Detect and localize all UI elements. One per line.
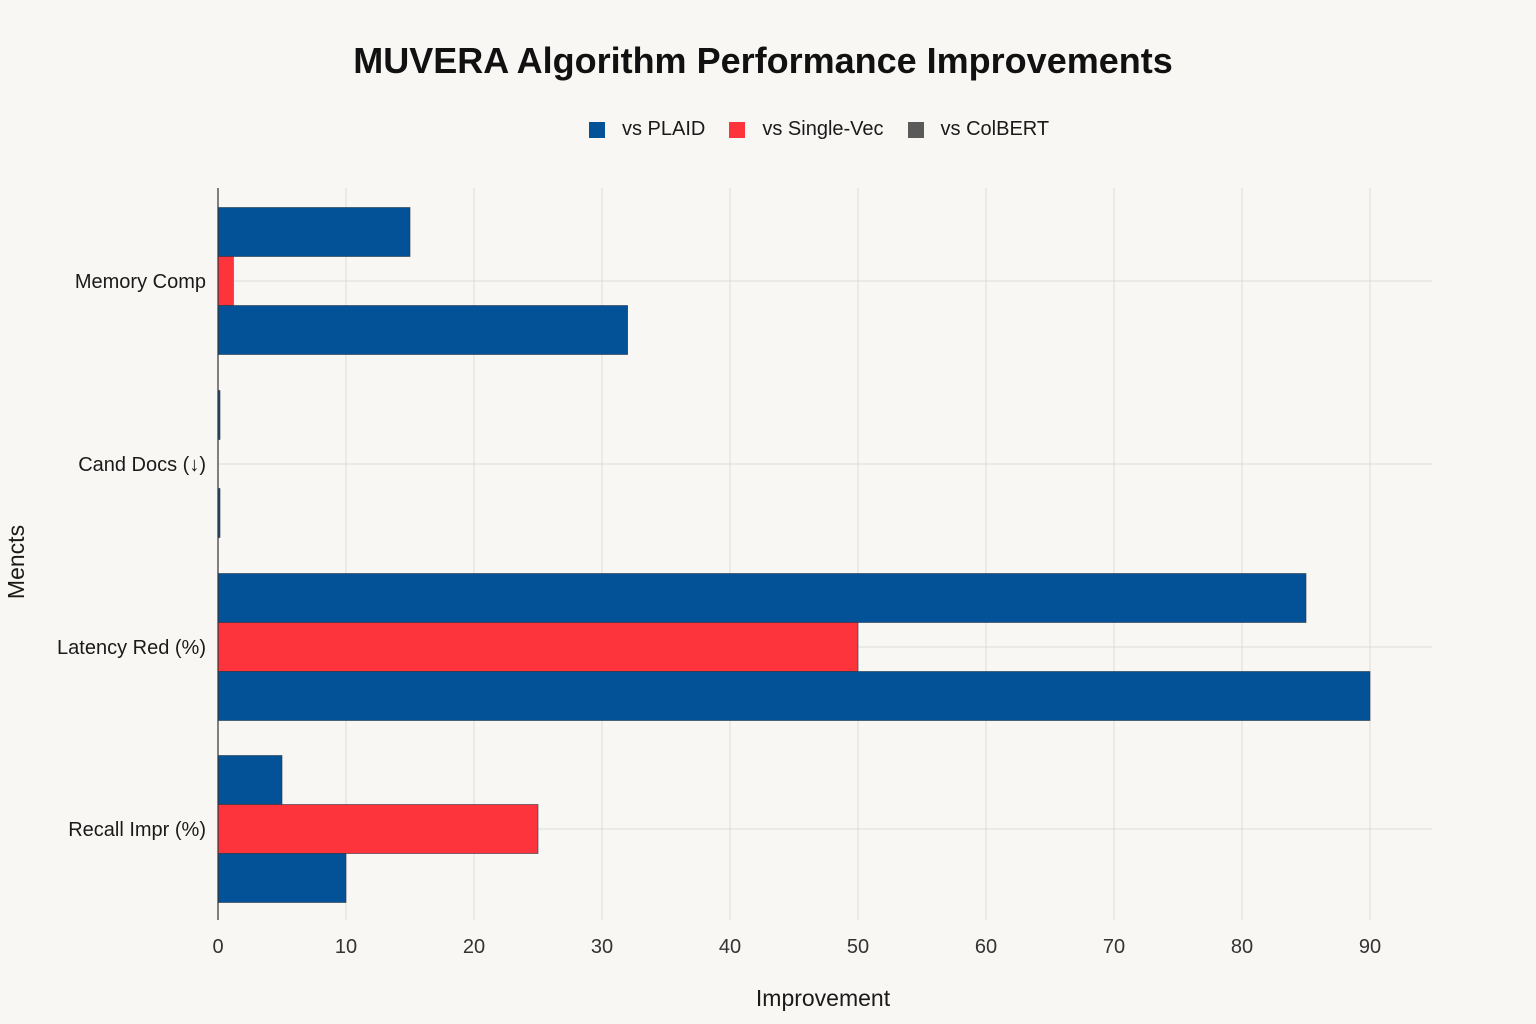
legend-swatch bbox=[907, 121, 924, 138]
x-axis-title: Improvement bbox=[756, 985, 891, 1011]
x-tick-label: 40 bbox=[719, 936, 741, 958]
bar bbox=[217, 573, 1307, 623]
bar bbox=[217, 853, 347, 903]
x-tick-label: 50 bbox=[847, 936, 869, 958]
legend-label: vs Single-Vec bbox=[762, 118, 884, 140]
chart-title: MUVERA Algorithm Performance Improvement… bbox=[353, 40, 1173, 81]
x-tick-label: 10 bbox=[335, 936, 357, 958]
bar bbox=[217, 305, 628, 355]
category-label: Cand Docs (↓) bbox=[78, 454, 206, 476]
x-tick-label: 0 bbox=[212, 936, 223, 958]
bar bbox=[217, 207, 411, 257]
legend-label: vs ColBERT bbox=[940, 118, 1050, 140]
legend-swatch bbox=[729, 121, 746, 138]
legend-item: vs PLAID bbox=[589, 118, 705, 141]
x-tick-label: 20 bbox=[463, 936, 485, 958]
bar bbox=[217, 622, 859, 672]
bar bbox=[217, 755, 283, 805]
legend: vs PLAID vs Single-Vec vs ColBERT bbox=[589, 118, 1073, 141]
bar bbox=[217, 256, 234, 306]
x-tick-label: 30 bbox=[591, 936, 613, 958]
y-axis-title: Mencts bbox=[3, 525, 29, 599]
category-label: Latency Red (%) bbox=[57, 637, 206, 659]
legend-swatch bbox=[589, 121, 605, 138]
legend-item: vs Single-Vec bbox=[729, 118, 884, 141]
category-label: Memory Comp bbox=[75, 271, 206, 293]
category-label: Recall Impr (%) bbox=[68, 819, 206, 841]
x-tick-label: 60 bbox=[975, 936, 997, 958]
legend-label: vs PLAID bbox=[622, 118, 706, 140]
x-tick-label: 90 bbox=[1359, 936, 1381, 958]
x-tick-label: 70 bbox=[1103, 936, 1125, 958]
bar bbox=[217, 804, 539, 854]
x-tick-label: 80 bbox=[1231, 936, 1253, 958]
bar bbox=[217, 671, 1371, 721]
legend-item: vs ColBERT bbox=[907, 118, 1050, 141]
